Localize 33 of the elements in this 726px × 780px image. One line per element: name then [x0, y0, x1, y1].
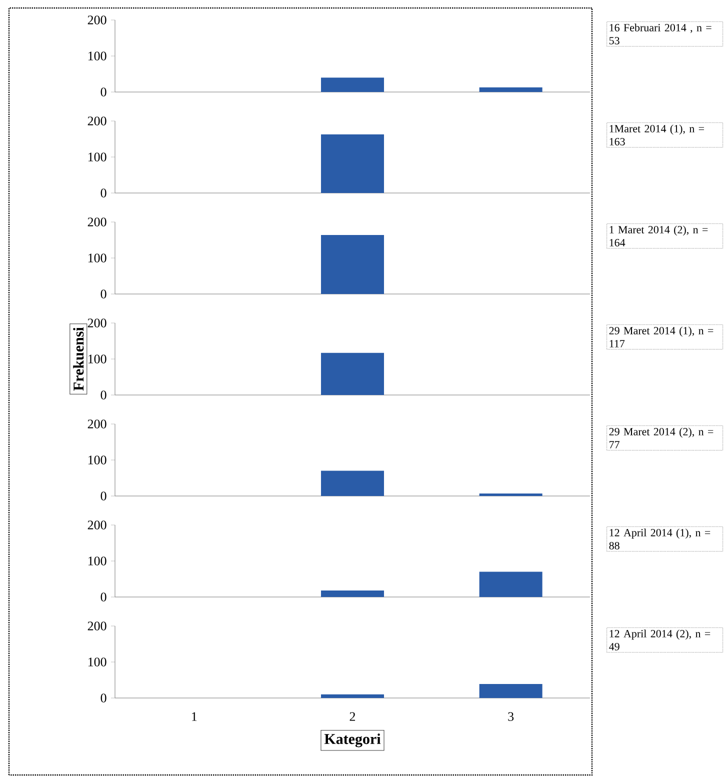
y-tick-label: 100 — [88, 354, 106, 364]
y-tick-label: 100 — [88, 152, 106, 162]
y-tick-label: 200 — [88, 318, 106, 328]
y-tick-label: 0 — [100, 694, 106, 702]
y-tick-label: 0 — [100, 592, 106, 602]
text: 1Maret 2014 (1), n = 163 — [610, 124, 704, 146]
text: 29 Maret 2014 (2), n = 77 — [609, 428, 714, 448]
y-tick-label: 200 — [88, 218, 106, 226]
y-tick-label: 0 — [100, 88, 106, 96]
text: 16 Februari 2014 , n = 53 — [609, 24, 712, 44]
y-tick-label: 100 — [88, 658, 106, 666]
y-tick-label: 200 — [88, 16, 106, 24]
x-tick-label: 2 — [350, 712, 356, 721]
y-tick-label: 200 — [88, 622, 106, 630]
text: 12 April 2014 (2), n = 49 — [609, 630, 710, 650]
y-tick-label: 0 — [100, 390, 106, 400]
y-tick-label: 100 — [88, 456, 106, 464]
y-tick-label: 200 — [88, 420, 106, 428]
y-tick-label: 200 — [88, 520, 106, 530]
y-tick-label: 100 — [88, 52, 106, 60]
y-tick-label: 0 — [100, 188, 106, 198]
text: 29 Maret 2014 (1), n = 117 — [609, 326, 714, 348]
y-tick-label: 200 — [88, 116, 106, 126]
text: 1 Maret 2014 (2), n = 164 — [610, 226, 708, 246]
x-tick-label: 1 — [192, 712, 197, 721]
x-tick-label: 3 — [508, 712, 514, 721]
y-axis-title: Frekuensi — [73, 327, 84, 391]
y-tick-label: 0 — [100, 290, 106, 298]
x-axis-title: Kategori — [324, 734, 381, 748]
text: 12 April 2014 (1), n = 88 — [609, 528, 710, 550]
y-tick-label: 100 — [88, 556, 106, 566]
y-tick-label: 0 — [100, 492, 106, 500]
y-tick-label: 100 — [88, 254, 106, 262]
